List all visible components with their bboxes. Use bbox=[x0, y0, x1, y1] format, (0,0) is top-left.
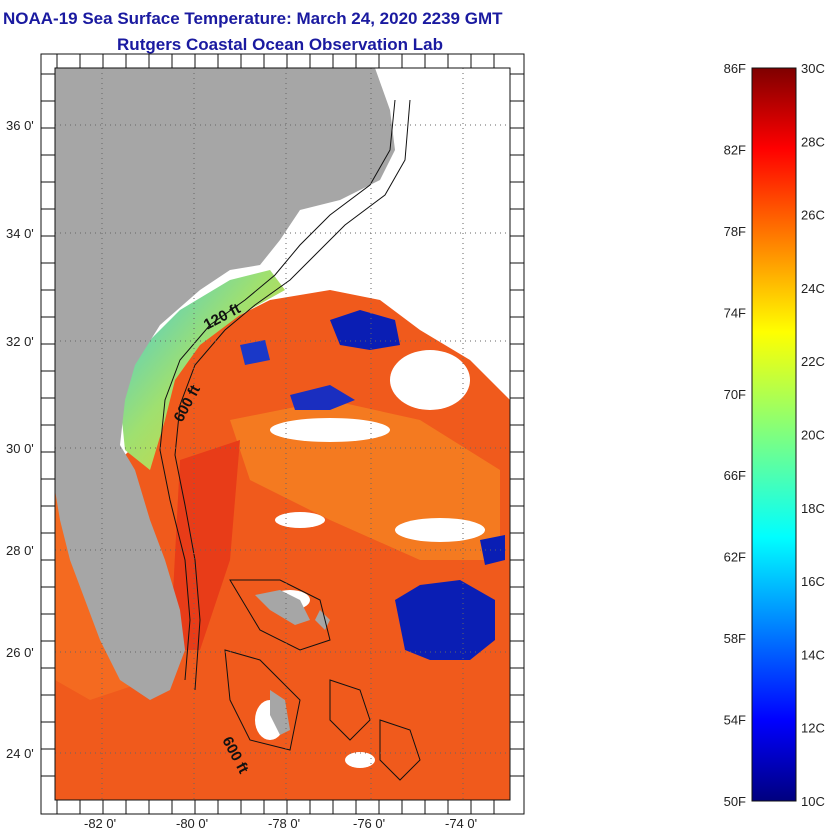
colorbar-f-label: 70F bbox=[724, 387, 746, 402]
lat-tick-label: 28 0' bbox=[6, 543, 34, 558]
colorbar-f-label: 58F bbox=[724, 631, 746, 646]
colorbar-c-label: 20C bbox=[801, 428, 825, 443]
coastal-cool-water bbox=[120, 270, 285, 470]
colorbar-f-label: 66F bbox=[724, 468, 746, 483]
lat-tick-label: 30 0' bbox=[6, 441, 34, 456]
colorbar-gradient bbox=[751, 67, 797, 802]
colorbar-f-label: 74F bbox=[724, 305, 746, 320]
lon-tick-label: -80 0' bbox=[176, 816, 208, 831]
colorbar-f-label: 50F bbox=[724, 794, 746, 809]
lon-tick-label: -78 0' bbox=[268, 816, 300, 831]
colorbar-c-label: 22C bbox=[801, 354, 825, 369]
cold-water-patch bbox=[395, 580, 495, 660]
colorbar-c-label: 12C bbox=[801, 721, 825, 736]
map-panel bbox=[55, 68, 510, 800]
colorbar-f-label: 82F bbox=[724, 142, 746, 157]
colorbar-f-label: 62F bbox=[724, 550, 746, 565]
colorbar-c-label: 14C bbox=[801, 647, 825, 662]
map-frame-outer bbox=[40, 53, 525, 815]
lat-tick-label: 24 0' bbox=[6, 746, 34, 761]
longitude-labels: -82 0' -80 0' -78 0' -76 0' -74 0' bbox=[84, 816, 477, 831]
colorbar-c-label: 24C bbox=[801, 281, 825, 296]
colorbar-c-label: 10C bbox=[801, 794, 825, 809]
land-mass bbox=[55, 68, 395, 700]
colorbar-fahrenheit-labels: 86F 82F 78F 74F 70F 66F 62F 58F 54F 50F bbox=[724, 61, 746, 809]
colorbar-celsius-labels: 30C 28C 26C 24C 22C 20C 18C 16C 14C 12C 10C bbox=[801, 61, 825, 809]
lat-tick-label: 26 0' bbox=[6, 645, 34, 660]
map-frame-inner bbox=[54, 67, 511, 801]
lon-tick-label: -74 0' bbox=[445, 816, 477, 831]
colorbar-c-label: 30C bbox=[801, 61, 825, 76]
colorbar-c-label: 16C bbox=[801, 574, 825, 589]
latitude-labels: 36 0' 34 0' 32 0' 30 0' 28 0' 26 0' 24 0… bbox=[6, 118, 34, 761]
frame-ticks bbox=[41, 54, 524, 814]
map-subtitle: Rutgers Coastal Ocean Observation Lab bbox=[117, 35, 443, 54]
colorbar-f-label: 78F bbox=[724, 224, 746, 239]
lat-tick-label: 32 0' bbox=[6, 334, 34, 349]
colorbar: 86F 82F 78F 74F 70F 66F 62F 58F 54F 50F 30C 28C 26C… bbox=[724, 61, 825, 809]
lon-tick-label: -76 0' bbox=[353, 816, 385, 831]
colorbar-c-label: 26C bbox=[801, 208, 825, 223]
lat-tick-label: 34 0' bbox=[6, 226, 34, 241]
colorbar-c-label: 28C bbox=[801, 134, 825, 149]
lon-tick-label: -82 0' bbox=[84, 816, 116, 831]
colorbar-f-label: 54F bbox=[724, 713, 746, 728]
map-title: NOAA-19 Sea Surface Temperature: March 2… bbox=[3, 9, 503, 28]
lat-tick-label: 36 0' bbox=[6, 118, 34, 133]
colorbar-c-label: 18C bbox=[801, 501, 825, 516]
colorbar-f-label: 86F bbox=[724, 61, 746, 76]
